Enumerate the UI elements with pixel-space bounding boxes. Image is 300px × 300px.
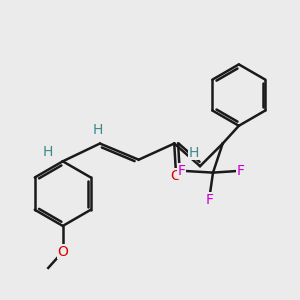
- Text: F: F: [237, 164, 245, 178]
- Text: F: F: [178, 164, 186, 178]
- Text: O: O: [170, 169, 181, 183]
- Text: H: H: [188, 146, 199, 160]
- Text: O: O: [57, 245, 68, 259]
- Text: F: F: [206, 193, 214, 207]
- Text: H: H: [93, 123, 104, 137]
- Text: H: H: [43, 145, 53, 159]
